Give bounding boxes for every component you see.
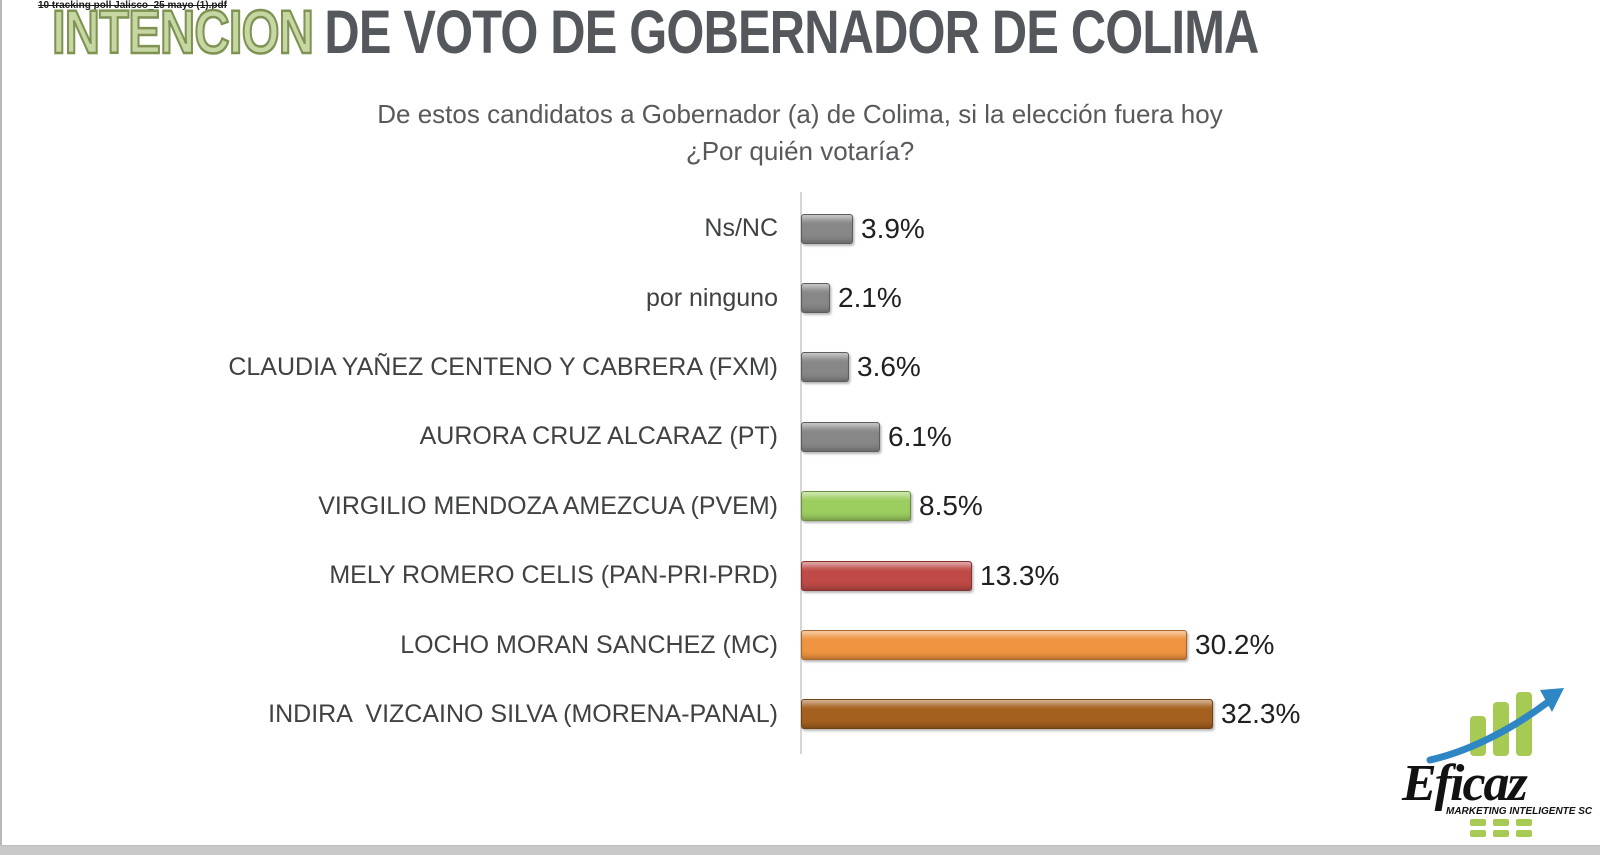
chart-row: AURORA CRUZ ALCARAZ (PT) 6.1% <box>0 402 1600 471</box>
logo-tagline: MARKETING INTELIGENTE SC <box>1446 806 1593 817</box>
vertical-axis-line <box>800 192 802 754</box>
page-title: INTENCION DE VOTO DE GOBERNADOR DE COLIMA <box>51 0 1259 66</box>
chart-row: INDIRA VIZCAINO SILVA (MORENA-PANAL) 32.… <box>0 680 1600 749</box>
logo-wordmark: Eficaz <box>1401 755 1529 812</box>
bar-aurora-cruz <box>801 421 880 452</box>
value-label: 6.1% <box>888 420 952 452</box>
category-label: INDIRA VIZCAINO SILVA (MORENA-PANAL) <box>268 699 778 728</box>
bar-virgilio-mendoza <box>801 491 911 522</box>
bar-chart: Ns/NC 3.9% por ninguno 2.1% CLAUDIA YAÑE… <box>0 194 1600 749</box>
chart-question: De estos candidatos a Gobernador (a) de … <box>300 96 1300 170</box>
category-label: MELY ROMERO CELIS (PAN-PRI-PRD) <box>329 561 778 590</box>
bar-ns-nc <box>801 213 853 244</box>
title-rest: DE VOTO DE GOBERNADOR DE COLIMA <box>324 0 1259 66</box>
bar-mely-romero <box>801 560 972 591</box>
category-label: LOCHO MORAN SANCHEZ (MC) <box>400 630 778 659</box>
value-label: 13.3% <box>980 559 1060 591</box>
category-label: VIRGILIO MENDOZA AMEZCUA (PVEM) <box>318 491 778 520</box>
chart-row: CLAUDIA YAÑEZ CENTENO Y CABRERA (FXM) 3.… <box>0 333 1600 402</box>
category-label: por ninguno <box>645 283 778 312</box>
value-label: 30.2% <box>1195 629 1275 661</box>
page-left-border <box>0 0 2 855</box>
pdf-filename-note: 10 tracking poll Jalisco_25 mayo (1).pdf <box>38 0 227 11</box>
value-label: 32.3% <box>1221 698 1301 730</box>
chart-row: LOCHO MORAN SANCHEZ (MC) 30.2% <box>0 610 1600 679</box>
bar-por-ninguno <box>801 283 830 314</box>
category-label: Ns/NC <box>704 214 778 243</box>
bar-locho-moran <box>801 630 1187 661</box>
question-line-2: ¿Por quién votaría? <box>685 136 915 166</box>
page-bottom-border <box>0 845 1600 855</box>
bar-indira-vizcaino <box>801 699 1213 730</box>
logo-footer-dashes-icon <box>1470 819 1532 837</box>
chart-row: Ns/NC 3.9% <box>0 194 1600 263</box>
bar-claudia-yanez <box>801 352 849 383</box>
chart-row: por ninguno 2.1% <box>0 263 1600 332</box>
value-label: 3.6% <box>857 351 921 383</box>
title-highlight: INTENCION <box>51 0 315 66</box>
logo-arrow-icon <box>1426 688 1564 764</box>
value-label: 2.1% <box>838 282 902 314</box>
value-label: 3.9% <box>861 212 925 244</box>
category-label: CLAUDIA YAÑEZ CENTENO Y CABRERA (FXM) <box>228 352 778 381</box>
category-label: AURORA CRUZ ALCARAZ (PT) <box>419 422 778 451</box>
question-line-1: De estos candidatos a Gobernador (a) de … <box>377 99 1223 129</box>
value-label: 8.5% <box>919 490 983 522</box>
chart-row: VIRGILIO MENDOZA AMEZCUA (PVEM) 8.5% <box>0 472 1600 541</box>
eficaz-logo: Eficaz MARKETING INTELIGENTE SC <box>1401 688 1593 837</box>
chart-row: MELY ROMERO CELIS (PAN-PRI-PRD) 13.3% <box>0 541 1600 610</box>
